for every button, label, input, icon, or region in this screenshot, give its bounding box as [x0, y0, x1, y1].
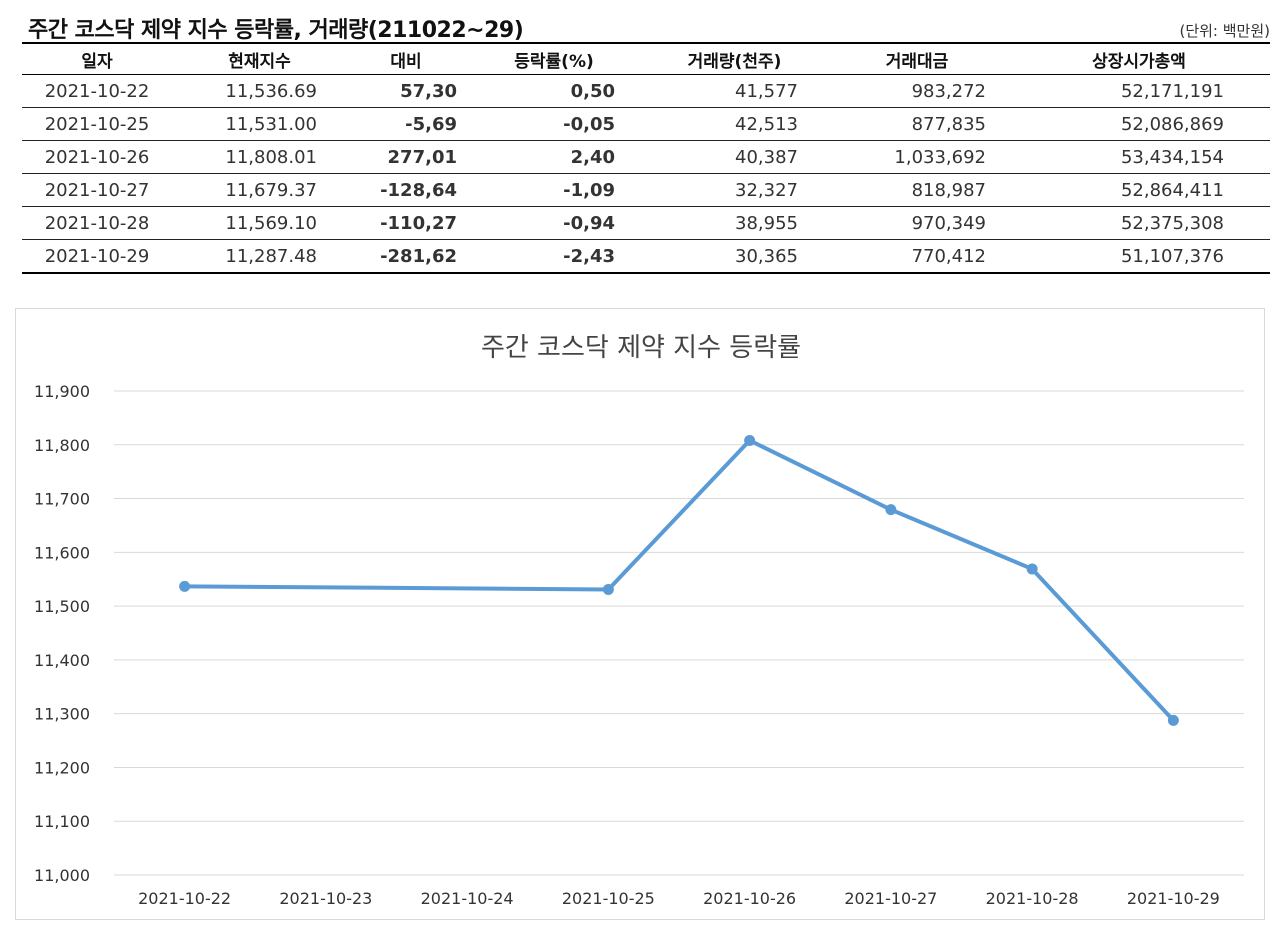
table-row: 2021-10-27 11,679.37 -128,64 -1,09 32,327 818…	[22, 173, 1270, 207]
y-tick-label: 11,100	[34, 812, 90, 831]
y-tick-label: 11,200	[34, 758, 90, 777]
y-tick-label: 11,600	[34, 543, 90, 562]
y-tick-label: 11,800	[34, 436, 90, 455]
data-point	[602, 583, 614, 595]
cell-amount: 970,349	[826, 206, 1008, 240]
cell-date: 2021-10-26	[22, 140, 172, 174]
y-tick-label: 11,700	[34, 490, 90, 509]
cell-volume: 42,513	[643, 107, 826, 141]
line-chart: 주간 코스닥 제약 지수 등락률 11,000 11,100 11,200 11,30…	[34, 333, 1244, 908]
x-tick-label: 2021-10-25	[562, 889, 655, 908]
cell-index: 11,569.10	[172, 206, 347, 240]
table-header-bar: 주간 코스닥 제약 지수 등락률, 거래량(211022~29) (단위: 백만…	[22, 10, 1270, 43]
cell-index: 11,679.37	[172, 173, 347, 207]
cell-date: 2021-10-27	[22, 173, 172, 207]
col-header-date: 일자	[22, 42, 172, 75]
x-tick-label: 2021-10-29	[1127, 889, 1220, 908]
cell-amount: 770,412	[826, 239, 1008, 274]
chart-area: 주간 코스닥 제약 지수 등락률 11,000 11,100 11,200 11,30…	[15, 308, 1265, 920]
cell-volume: 40,387	[643, 140, 826, 174]
data-point	[179, 580, 191, 592]
cell-volume: 32,327	[643, 173, 826, 207]
cell-index: 11,808.01	[172, 140, 347, 174]
cell-market-cap: 51,107,376	[1008, 239, 1270, 274]
table-row: 2021-10-26 11,808.01 277,01 2,40 40,387 1,033…	[22, 140, 1270, 174]
table-body: 2021-10-22 11,536.69 57,30 0,50 41,577 983,27…	[22, 74, 1270, 274]
x-tick-label: 2021-10-23	[279, 889, 372, 908]
cell-market-cap: 52,171,191	[1008, 74, 1270, 108]
data-point	[1026, 563, 1038, 575]
cell-market-cap: 52,864,411	[1008, 173, 1270, 207]
cell-diff: -281,62	[347, 239, 465, 274]
cell-market-cap: 52,375,308	[1008, 206, 1270, 240]
cell-rate: 2,40	[465, 140, 643, 174]
cell-diff: -5,69	[347, 107, 465, 141]
cell-date: 2021-10-22	[22, 74, 172, 108]
x-tick-label: 2021-10-28	[986, 889, 1079, 908]
cell-amount: 877,835	[826, 107, 1008, 141]
cell-market-cap: 52,086,869	[1008, 107, 1270, 141]
cell-date: 2021-10-28	[22, 206, 172, 240]
y-tick-label: 11,000	[34, 866, 90, 885]
table-row: 2021-10-28 11,569.10 -110,27 -0,94 38,955 970…	[22, 206, 1270, 240]
y-tick-label: 11,300	[34, 705, 90, 724]
col-header-diff: 대비	[347, 42, 465, 75]
col-header-volume: 거래량(천주)	[643, 42, 826, 75]
col-header-rate: 등락률(%)	[465, 42, 643, 75]
cell-diff: 277,01	[347, 140, 465, 174]
cell-diff: -110,27	[347, 206, 465, 240]
x-axis-ticks: 2021-10-22 2021-10-23 2021-10-24 2021-10-25…	[138, 889, 1220, 908]
x-tick-label: 2021-10-24	[421, 889, 514, 908]
x-tick-label: 2021-10-27	[844, 889, 937, 908]
cell-rate: -0,94	[465, 206, 643, 240]
cell-volume: 41,577	[643, 74, 826, 108]
data-point	[885, 504, 897, 516]
unit-label: (단위: 백만원)	[1179, 22, 1270, 40]
cell-rate: -2,43	[465, 239, 643, 274]
cell-index: 11,536.69	[172, 74, 347, 108]
table-title: 주간 코스닥 제약 지수 등락률, 거래량(211022~29)	[28, 18, 524, 43]
y-tick-label: 11,500	[34, 597, 90, 616]
chart-title: 주간 코스닥 제약 지수 등락률	[481, 333, 801, 363]
data-point	[744, 434, 756, 446]
chart-series	[179, 434, 1179, 726]
cell-rate: 0,50	[465, 74, 643, 108]
cell-diff: 57,30	[347, 74, 465, 108]
chart-gridlines	[114, 390, 1244, 876]
cell-rate: -0,05	[465, 107, 643, 141]
cell-date: 2021-10-29	[22, 239, 172, 274]
cell-diff: -128,64	[347, 173, 465, 207]
cell-index: 11,531.00	[172, 107, 347, 141]
x-tick-label: 2021-10-26	[703, 889, 796, 908]
cell-volume: 38,955	[643, 206, 826, 240]
col-header-index: 현재지수	[172, 42, 347, 75]
data-point	[1167, 714, 1179, 726]
y-tick-label: 11,900	[34, 382, 90, 401]
col-header-amount: 거래대금	[826, 42, 1008, 75]
table-row: 2021-10-29 11,287.48 -281,62 -2,43 30,365 770…	[22, 239, 1270, 274]
table-row: 2021-10-25 11,531.00 -5,69 -0,05 42,513 877,8…	[22, 107, 1270, 141]
cell-amount: 1,033,692	[826, 140, 1008, 174]
cell-rate: -1,09	[465, 173, 643, 207]
kosdaq-pharma-table: 일자 현재지수 대비 등락률(%) 거래량(천주) 거래대금 상장시가총액 20…	[22, 42, 1270, 274]
cell-market-cap: 53,434,154	[1008, 140, 1270, 174]
cell-index: 11,287.48	[172, 239, 347, 274]
col-header-market-cap: 상장시가총액	[1008, 42, 1270, 75]
series-line	[184, 438, 1175, 722]
x-tick-label: 2021-10-22	[138, 889, 231, 908]
cell-amount: 983,272	[826, 74, 1008, 108]
y-tick-label: 11,400	[34, 651, 90, 670]
cell-date: 2021-10-25	[22, 107, 172, 141]
cell-volume: 30,365	[643, 239, 826, 274]
table-row: 2021-10-22 11,536.69 57,30 0,50 41,577 983,27…	[22, 74, 1270, 108]
cell-amount: 818,987	[826, 173, 1008, 207]
y-axis-ticks: 11,000 11,100 11,200 11,300 11,400 11,500 11,6…	[34, 382, 90, 885]
table-header-row: 일자 현재지수 대비 등락률(%) 거래량(천주) 거래대금 상장시가총액	[22, 42, 1270, 75]
